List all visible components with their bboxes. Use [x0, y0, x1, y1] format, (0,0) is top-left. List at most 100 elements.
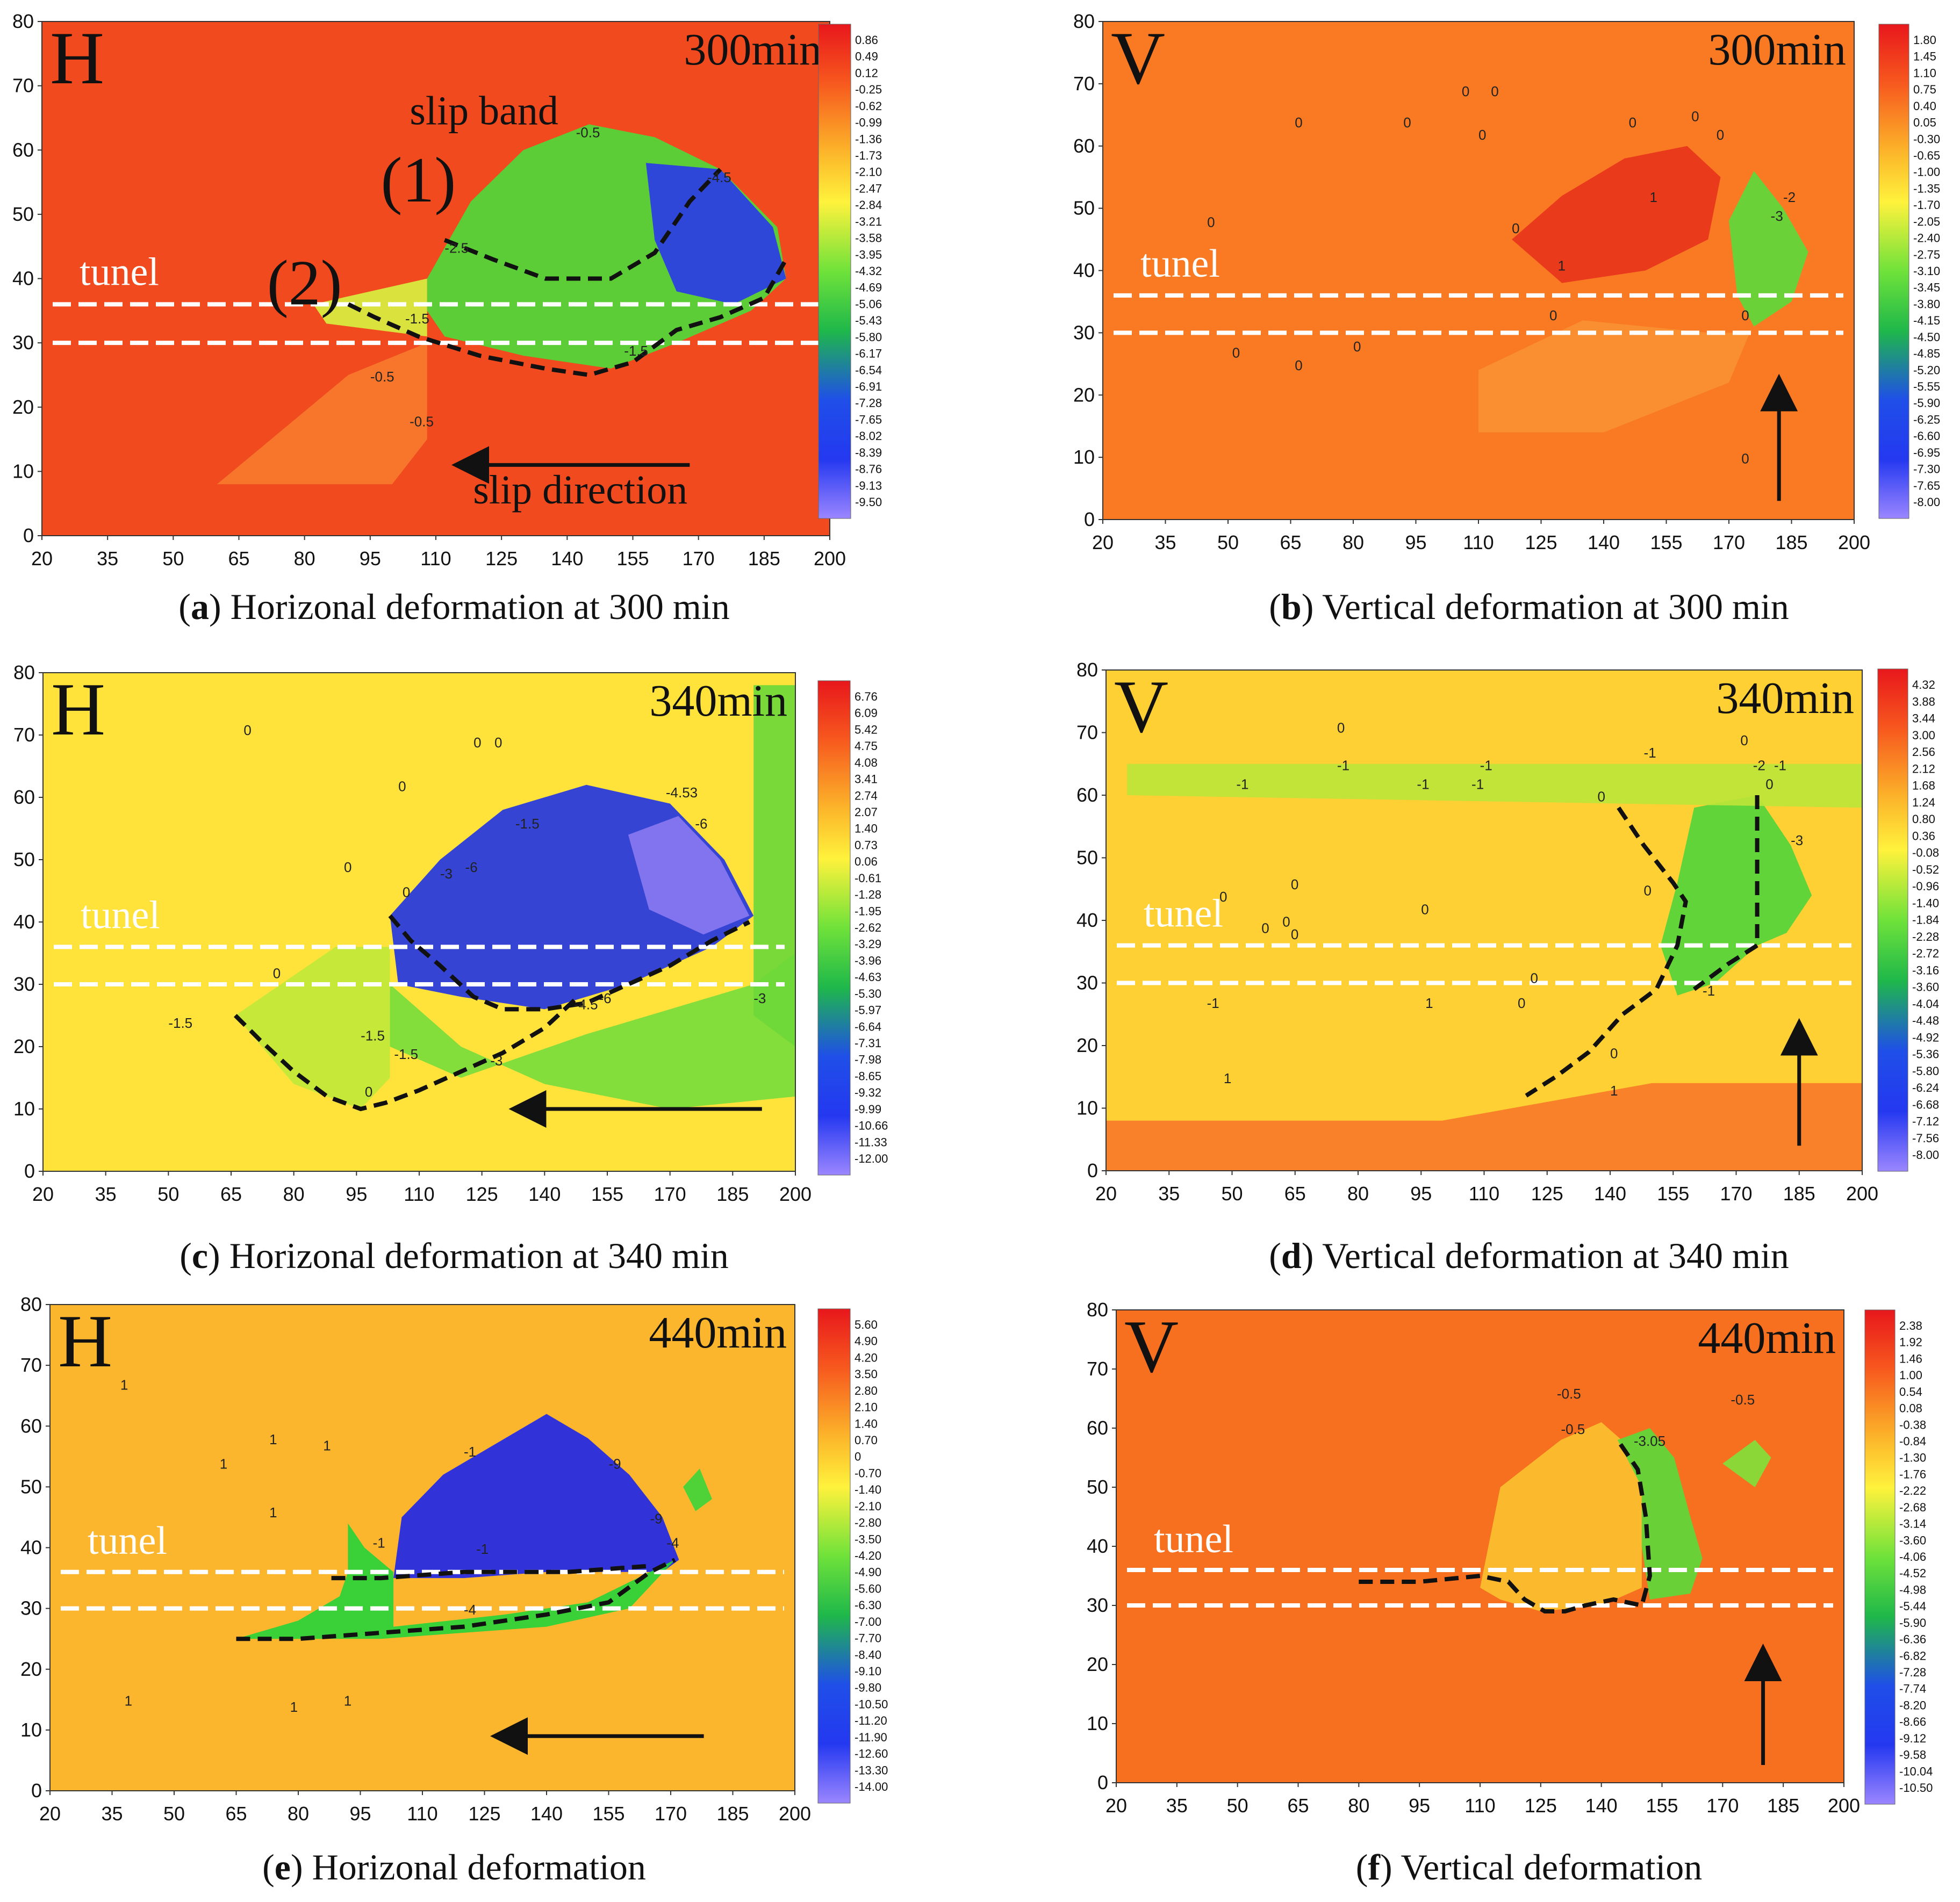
contour-label: 1 [1558, 258, 1566, 274]
colorbar-tick-label: 1.80 [1913, 33, 1936, 47]
y-tick-label: 0 [31, 1779, 42, 1802]
colorbar-tick-label: -3.29 [855, 938, 881, 951]
deformation-zone [1478, 320, 1750, 433]
colorbar-tick-label: -10.50 [855, 1697, 888, 1711]
colorbar-tick-label: -3.80 [1913, 297, 1940, 311]
slip-band-curve [1359, 1438, 1652, 1613]
colorbar-tick-label: 4.75 [855, 739, 878, 753]
contour-label: 0 [1765, 776, 1773, 792]
x-tick-label: 200 [779, 1803, 811, 1825]
colorbar-tick-label: 0.75 [1913, 83, 1936, 96]
contour-label: -9 [609, 1456, 621, 1472]
x-tick-label: 35 [97, 547, 118, 570]
contour-label: 0 [1219, 889, 1227, 905]
colorbar-tick-label: -0.52 [1912, 863, 1939, 876]
deformation-zone [313, 278, 427, 337]
colorbar-tick-label: -2.40 [1913, 232, 1940, 245]
colorbar-tick-label: -2.10 [855, 165, 882, 179]
deformation-zone [753, 685, 795, 1047]
deformation-zone [1480, 1422, 1642, 1611]
x-tick-label: 185 [716, 1183, 749, 1205]
colorbar-tick-label: -3.16 [1912, 963, 1939, 977]
y-tick-label: 10 [1073, 446, 1095, 468]
y-tick-label: 70 [1076, 722, 1098, 744]
contour-label: -1 [1471, 776, 1484, 792]
colorbar-tick-label: -7.56 [1912, 1132, 1939, 1145]
colorbar-tick-label: -6.24 [1912, 1081, 1939, 1094]
caption-f: (f) Vertical deformation [1355, 1847, 1703, 1887]
x-tick-label: 170 [655, 1803, 687, 1825]
colorbar-tick-label: -0.65 [1913, 149, 1940, 162]
y-tick-label: 30 [1087, 1594, 1108, 1616]
contour-label: -1.5 [515, 816, 540, 832]
colorbar-tick-label: -1.70 [1913, 198, 1940, 212]
contour-label: -3 [490, 1053, 502, 1069]
colorbar-tick-label: 2.07 [855, 805, 878, 819]
colorbar-tick-label: -5.90 [1899, 1616, 1926, 1630]
colorbar-tick-label: 1.92 [1899, 1336, 1922, 1349]
y-tick-label: 40 [1087, 1535, 1108, 1557]
colorbar-tick-label: 6.76 [855, 690, 878, 703]
panel-a: tunel -0.5 -2.5 -1.5 -0.5 -0.5 -1.5 -4.5 H 300min… [12, 10, 882, 570]
deformation-zone [1512, 146, 1721, 283]
contour-label: -4 [666, 1535, 679, 1551]
colorbar-tick-label: -2.10 [855, 1500, 881, 1513]
x-tick-label: 50 [1221, 1183, 1243, 1205]
contour-label: 0 [1291, 876, 1298, 892]
y-tick-label: 40 [1073, 260, 1095, 282]
contour-label: 0 [344, 859, 351, 875]
annotation-text: (2) [267, 247, 342, 318]
colorbar-tick-label: -3.21 [855, 215, 882, 228]
y-tick-label: 10 [20, 1719, 42, 1741]
colorbar-tick-label: -3.10 [1913, 264, 1940, 278]
colorbar-tick-label: -8.20 [1899, 1698, 1926, 1712]
contour-label: 0 [1295, 357, 1302, 373]
x-tick-label: 110 [420, 547, 451, 570]
x-tick-label: 35 [1154, 531, 1176, 553]
x-tick-label: 35 [1166, 1795, 1188, 1817]
contour-label: 1 [1425, 995, 1433, 1011]
colorbar-tick-label: -7.98 [855, 1053, 881, 1067]
contour-label: -1.5 [624, 343, 648, 359]
contour-label: 1 [1610, 1083, 1618, 1099]
tunnel-label: tunel [81, 894, 160, 938]
y-tick-label: 0 [1084, 508, 1095, 530]
colorbar-tick-label: -2.68 [1899, 1501, 1926, 1514]
deformation-zone [235, 947, 390, 1109]
contour-label: -1 [1480, 757, 1492, 773]
contour-label: 0 [1353, 338, 1361, 355]
colorbar-tick-label: 1.45 [1913, 50, 1936, 63]
colorbar-tick-label: 0.54 [1899, 1385, 1922, 1399]
deformation-zone [1729, 171, 1808, 327]
contour-label: 1 [323, 1438, 331, 1454]
contour-label: 0 [1512, 220, 1519, 236]
colorbar-tick-label: -1.28 [855, 888, 881, 902]
contour-label: 0 [1261, 920, 1269, 936]
field-background [1116, 1310, 1844, 1783]
panel-letter-mark: H [51, 668, 105, 751]
colorbar-tick-label: 0.40 [1913, 99, 1936, 113]
time-label: 440min [1698, 1313, 1836, 1363]
x-tick-label: 140 [530, 1803, 563, 1825]
y-tick-label: 20 [12, 396, 34, 418]
colorbar-tick-label: 0.12 [855, 66, 878, 80]
colorbar-tick-label: -3.60 [1899, 1533, 1926, 1547]
colorbar-tick-label: 0.86 [855, 33, 878, 47]
colorbar-tick-label: -4.50 [1913, 330, 1940, 344]
y-tick-label: 40 [20, 1537, 42, 1559]
colorbar-tick-label: 0.70 [855, 1433, 878, 1447]
x-tick-label: 110 [1463, 531, 1494, 553]
contour-label: 0 [1717, 127, 1724, 143]
colorbar-tick-label: -6.91 [855, 380, 882, 393]
colorbar-tick-label: 2.12 [1912, 762, 1935, 775]
y-tick-label: 60 [12, 139, 34, 161]
x-tick-label: 125 [485, 547, 518, 570]
colorbar-tick-label: 0.80 [1912, 812, 1935, 826]
colorbar [1864, 1309, 1896, 1805]
contour-label: 0 [1518, 995, 1525, 1011]
x-tick-label: 185 [1767, 1795, 1799, 1817]
contour-label: -0.5 [1731, 1392, 1755, 1408]
x-tick-label: 125 [466, 1183, 498, 1205]
